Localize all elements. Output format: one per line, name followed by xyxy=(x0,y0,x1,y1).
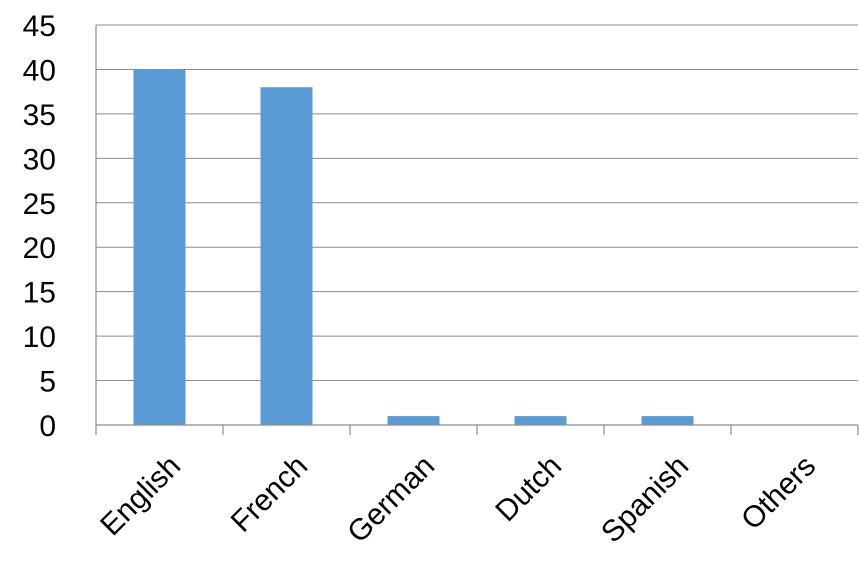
bars xyxy=(133,69,694,425)
x-category-label: Dutch xyxy=(489,449,568,528)
y-tick-label: 20 xyxy=(23,232,56,265)
y-tick-label: 30 xyxy=(23,143,56,176)
bar-dutch xyxy=(514,416,567,425)
gridlines xyxy=(96,24,858,382)
y-tick-label: 35 xyxy=(23,99,56,132)
y-tick-label: 15 xyxy=(23,277,56,310)
x-category-label: Others xyxy=(735,449,822,536)
x-category-label: Spanish xyxy=(595,449,695,549)
x-category-label: French xyxy=(225,449,314,538)
axes xyxy=(95,25,859,435)
x-category-label: English xyxy=(94,449,187,542)
y-tick-label: 10 xyxy=(23,321,56,354)
y-tick-label: 45 xyxy=(23,10,56,43)
y-tick-label: 5 xyxy=(39,366,56,399)
bar-spanish xyxy=(641,416,694,425)
y-tick-label: 40 xyxy=(23,54,56,87)
y-tick-label: 25 xyxy=(23,188,56,221)
bar-english xyxy=(133,69,186,425)
x-category-labels: English French German Dutch Spanish Others xyxy=(94,449,822,549)
x-category-label: German xyxy=(341,449,441,549)
bar-french xyxy=(260,87,313,425)
y-tick-labels: 0 5 10 15 20 25 30 35 40 45 xyxy=(23,10,56,443)
bar-german xyxy=(387,416,440,425)
y-tick-label: 0 xyxy=(39,410,56,443)
